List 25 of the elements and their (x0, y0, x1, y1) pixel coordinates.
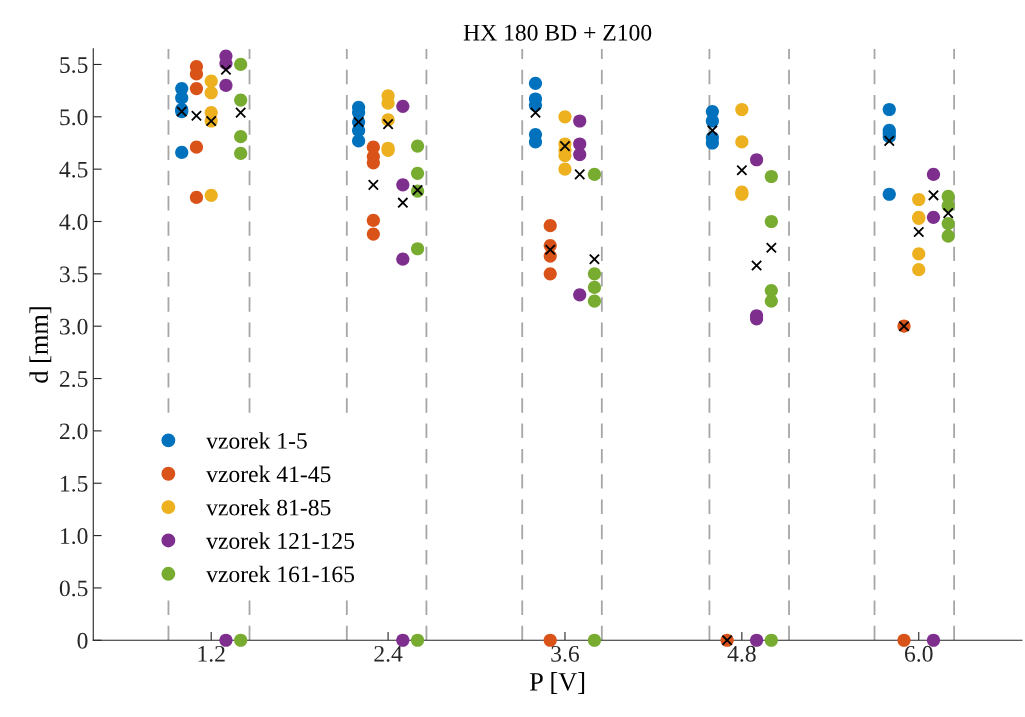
x-tick-label: 3.6 (551, 645, 580, 662)
x-axis-title: P [V] (529, 672, 585, 694)
legend-label: vzorek 1-5 (206, 432, 307, 449)
legend-label: vzorek 81-85 (206, 498, 331, 516)
y-tick-label: 5.5 (60, 57, 88, 73)
y-tick-label: 3.5 (60, 266, 88, 283)
legend-label: vzorek 121-125 (206, 532, 355, 549)
x-tick-label: 1.2 (198, 645, 225, 662)
legend-label: vzorek 161-165 (206, 565, 355, 583)
chart-title: HX 180 BD + Z100 (463, 24, 652, 41)
y-axis-title: d [mm] (29, 307, 52, 383)
x-tick-label: 4.8 (727, 645, 756, 662)
y-tick-label: 1.0 (60, 528, 88, 545)
y-tick-label: 5.0 (60, 109, 88, 126)
y-tick-label: 2.0 (59, 423, 88, 440)
x-tick-label: 2.4 (374, 645, 403, 662)
y-tick-label: 0.5 (59, 580, 88, 597)
y-tick-label: 4.5 (59, 161, 88, 178)
legend-label: vzorek 41-45 (206, 465, 331, 483)
y-tick-label: 1.5 (60, 475, 88, 492)
y-tick-label: 2.5 (59, 371, 88, 388)
y-tick-label: 0 (77, 632, 88, 649)
y-tick-label: 3.0 (60, 318, 88, 335)
y-tick-label: 4.0 (59, 213, 88, 231)
x-tick-label: 6.0 (905, 645, 933, 662)
